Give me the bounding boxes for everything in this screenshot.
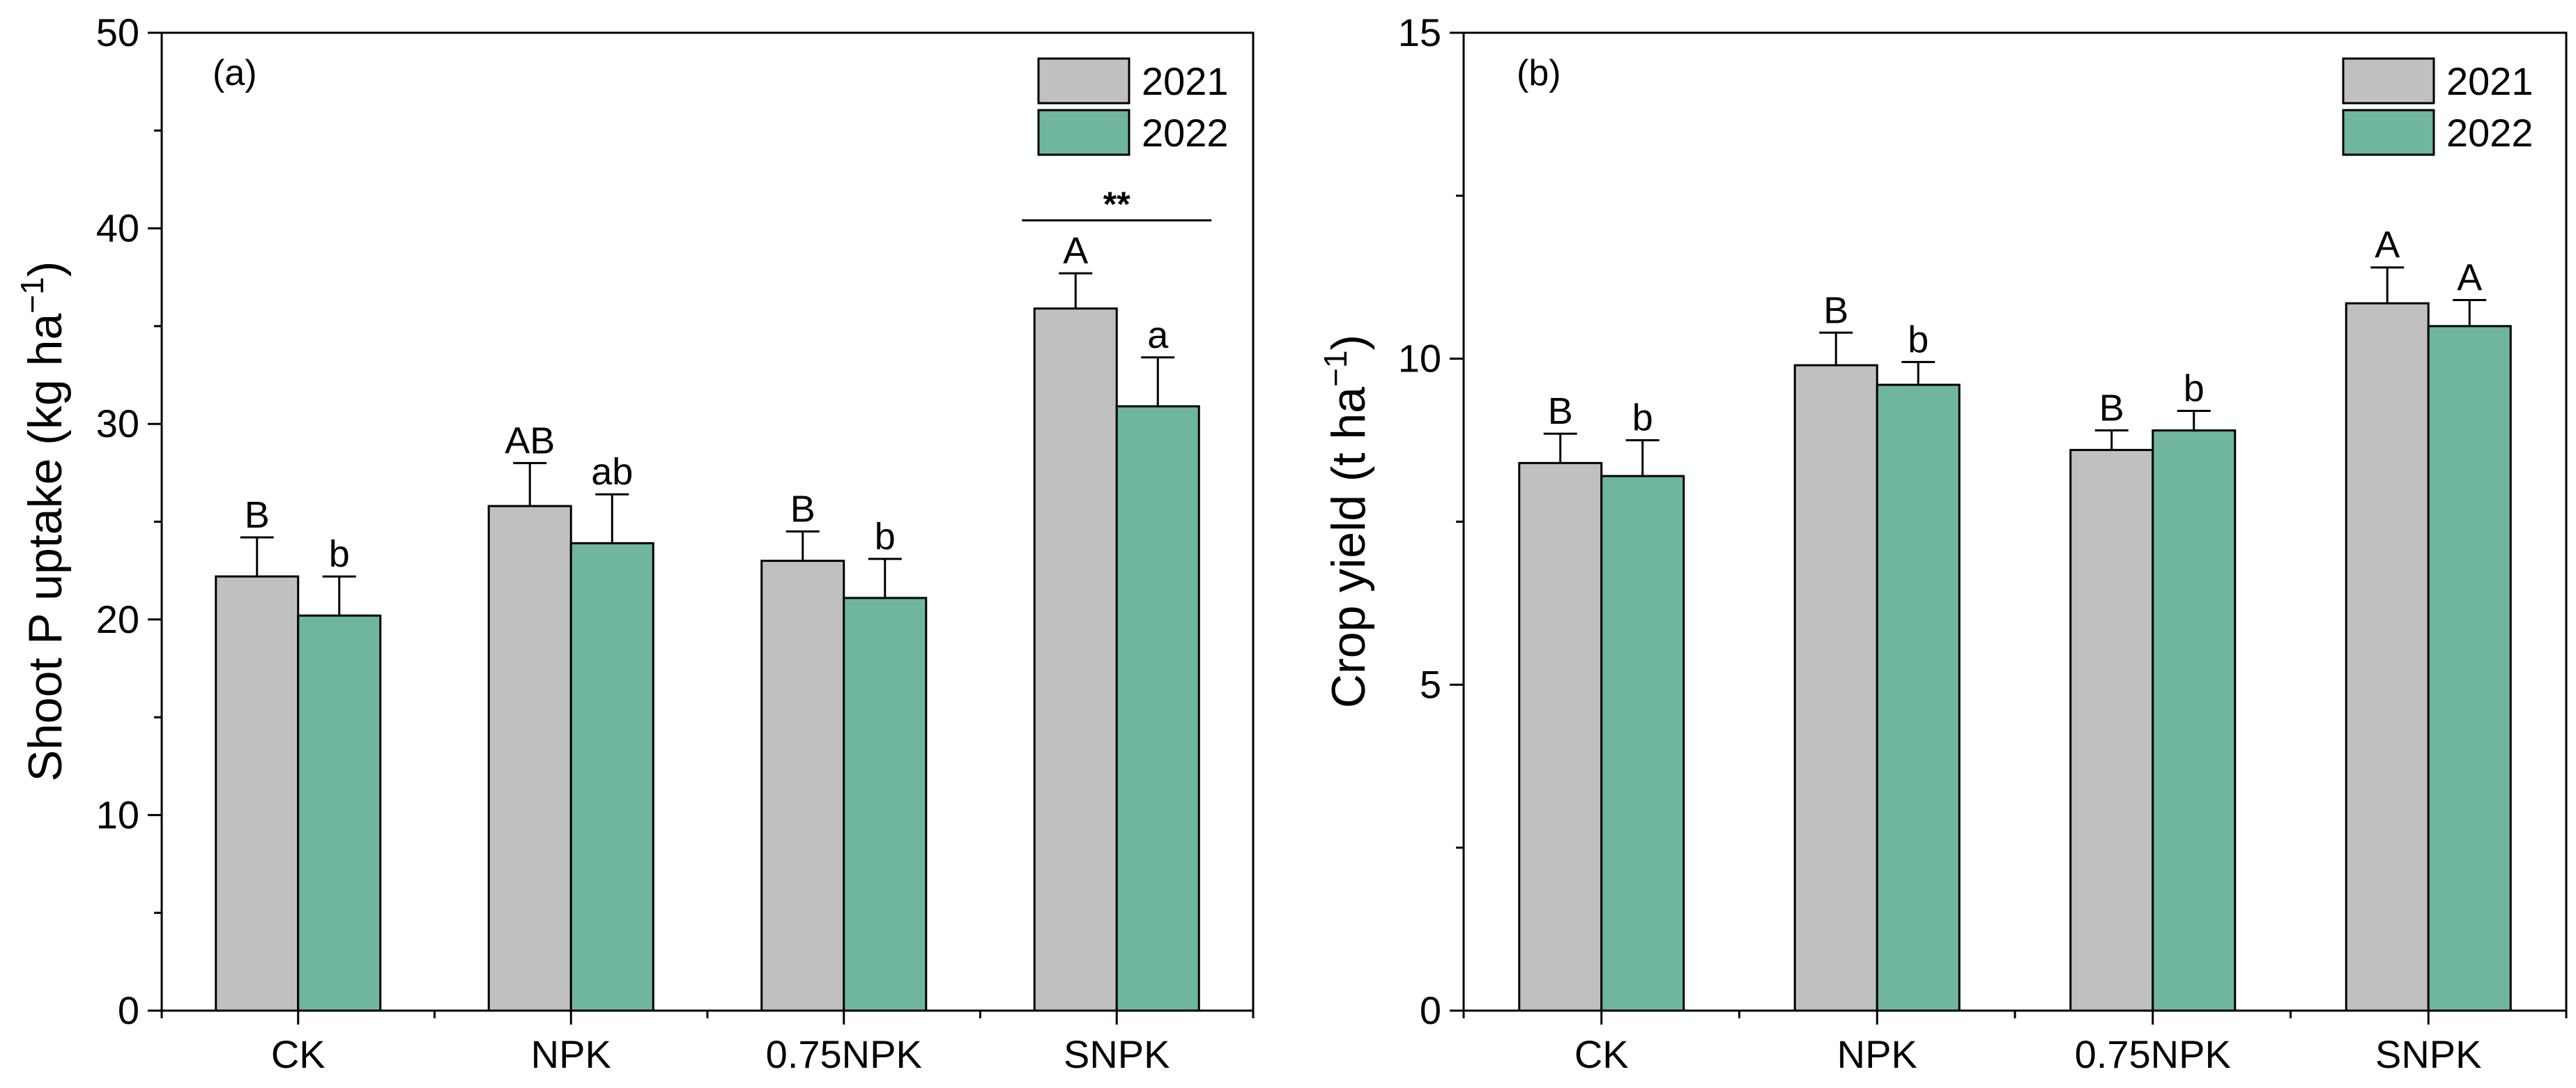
x-tick-label: CK — [271, 1032, 325, 1076]
x-axis: CK NPK 0.75NPK SNPK — [1462, 1011, 2568, 1076]
y-tick-label: 5 — [1420, 662, 1441, 706]
bar-2022-CK — [1600, 475, 1685, 1012]
significance-letter-2022-CK: b — [329, 533, 350, 575]
legend-swatch-2022 — [1037, 109, 1130, 156]
legend-swatch-2022 — [2342, 109, 2435, 156]
panel-a-shoot-p-uptake: 0 10 20 30 40 50 CK NPK 0.75NPK SNPK Bb AB ab Bb Aa *… — [14, 10, 1255, 1076]
bar-2021-NPK — [487, 505, 572, 1012]
bar-2022-NPK — [1876, 383, 1961, 1012]
x-tick-label: NPK — [1837, 1032, 1917, 1076]
y-tick-label: 50 — [96, 10, 139, 54]
significance-letter-2022-0.75NPK: b — [875, 516, 896, 558]
x-tick-label: 0.75NPK — [766, 1032, 922, 1076]
bar-2022-0.75NPK — [2152, 429, 2237, 1012]
significance-letter-2021-NPK: AB — [505, 420, 555, 461]
bar-2022-0.75NPK — [843, 597, 928, 1012]
significance-letter-2021-SNPK: A — [2375, 224, 2400, 266]
significance-letter-2021-CK: B — [1548, 390, 1573, 432]
x-tick-label: 0.75NPK — [2075, 1032, 2231, 1076]
y-axis-title: Crop yield (t ha−1) — [1317, 335, 1375, 708]
legend-swatch-2021 — [1037, 57, 1130, 105]
panel-label: (b) — [1517, 53, 1561, 93]
significance-letter-2022-0.75NPK: b — [2184, 367, 2205, 409]
significance-letter-2021-0.75NPK: B — [790, 489, 815, 530]
legend-label-2022: 2022 — [1142, 111, 1229, 155]
bar-2021-0.75NPK — [2069, 449, 2154, 1012]
legend-label-2021: 2021 — [2446, 59, 2533, 103]
legend: 2021 2022 — [1037, 57, 1229, 156]
legend: 2021 2022 — [2342, 57, 2533, 156]
y-tick-label: 20 — [96, 597, 139, 641]
significance-letter-2022-NPK: b — [1908, 319, 1929, 360]
y-tick-label: 40 — [96, 206, 139, 250]
significance-stars: ** — [1103, 185, 1130, 224]
significance-letter-2022-NPK: ab — [591, 451, 633, 493]
y-tick-label: 0 — [118, 988, 139, 1032]
y-tick-label: 15 — [1398, 10, 1441, 54]
bar-2021-SNPK — [2345, 302, 2430, 1012]
significance-letter-2021-CK: B — [245, 494, 270, 536]
y-tick-label: 30 — [96, 401, 139, 445]
bar-2021-SNPK — [1033, 307, 1118, 1012]
significance-letter-2021-0.75NPK: B — [2099, 388, 2124, 429]
x-tick-label: NPK — [531, 1032, 611, 1076]
legend-swatch-2021 — [2342, 57, 2435, 105]
significance-letter-2022-CK: b — [1632, 397, 1653, 439]
bar-2022-SNPK — [1115, 405, 1200, 1012]
bar-2022-CK — [297, 614, 382, 1012]
significance-letter-2021-SNPK: A — [1063, 230, 1088, 272]
y-tick-label: 0 — [1420, 988, 1441, 1032]
bars — [1518, 266, 2512, 1012]
x-axis: CK NPK 0.75NPK SNPK — [160, 1011, 1255, 1076]
legend-label-2021: 2021 — [1142, 59, 1229, 103]
labels: Bb AB ab Bb Aa ** — [245, 185, 1212, 575]
y-axis: 0 10 20 30 40 50 — [96, 10, 162, 1032]
bar-2022-SNPK — [2427, 325, 2512, 1012]
panel-label: (a) — [213, 53, 257, 93]
y-axis: 0 5 10 15 — [1398, 10, 1464, 1032]
bar-2021-CK — [215, 575, 300, 1012]
y-axis-title: Shoot P uptake (kg ha−1) — [14, 261, 72, 782]
significance-letter-2021-NPK: B — [1823, 289, 1848, 331]
significance-letter-2022-SNPK: A — [2457, 256, 2482, 298]
bar-2022-NPK — [569, 542, 654, 1012]
bar-2021-NPK — [1793, 364, 1878, 1012]
significance-letter-2022-SNPK: a — [1147, 314, 1169, 356]
y-tick-label: 10 — [96, 792, 139, 836]
bar-2021-CK — [1518, 461, 1603, 1012]
bars — [215, 272, 1200, 1012]
x-tick-label: SNPK — [1064, 1032, 1170, 1076]
y-tick-label: 10 — [1398, 337, 1441, 381]
bar-2021-0.75NPK — [760, 560, 845, 1012]
x-tick-label: CK — [1574, 1032, 1629, 1076]
legend-label-2022: 2022 — [2446, 111, 2533, 155]
x-tick-label: SNPK — [2375, 1032, 2482, 1076]
